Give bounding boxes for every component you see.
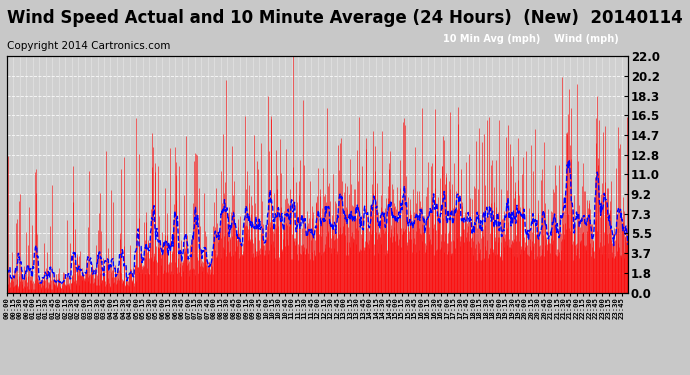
Text: Copyright 2014 Cartronics.com: Copyright 2014 Cartronics.com bbox=[7, 41, 170, 51]
Text: 10 Min Avg (mph): 10 Min Avg (mph) bbox=[443, 34, 540, 44]
Text: Wind Speed Actual and 10 Minute Average (24 Hours)  (New)  20140114: Wind Speed Actual and 10 Minute Average … bbox=[7, 9, 683, 27]
Text: Wind (mph): Wind (mph) bbox=[554, 34, 619, 44]
